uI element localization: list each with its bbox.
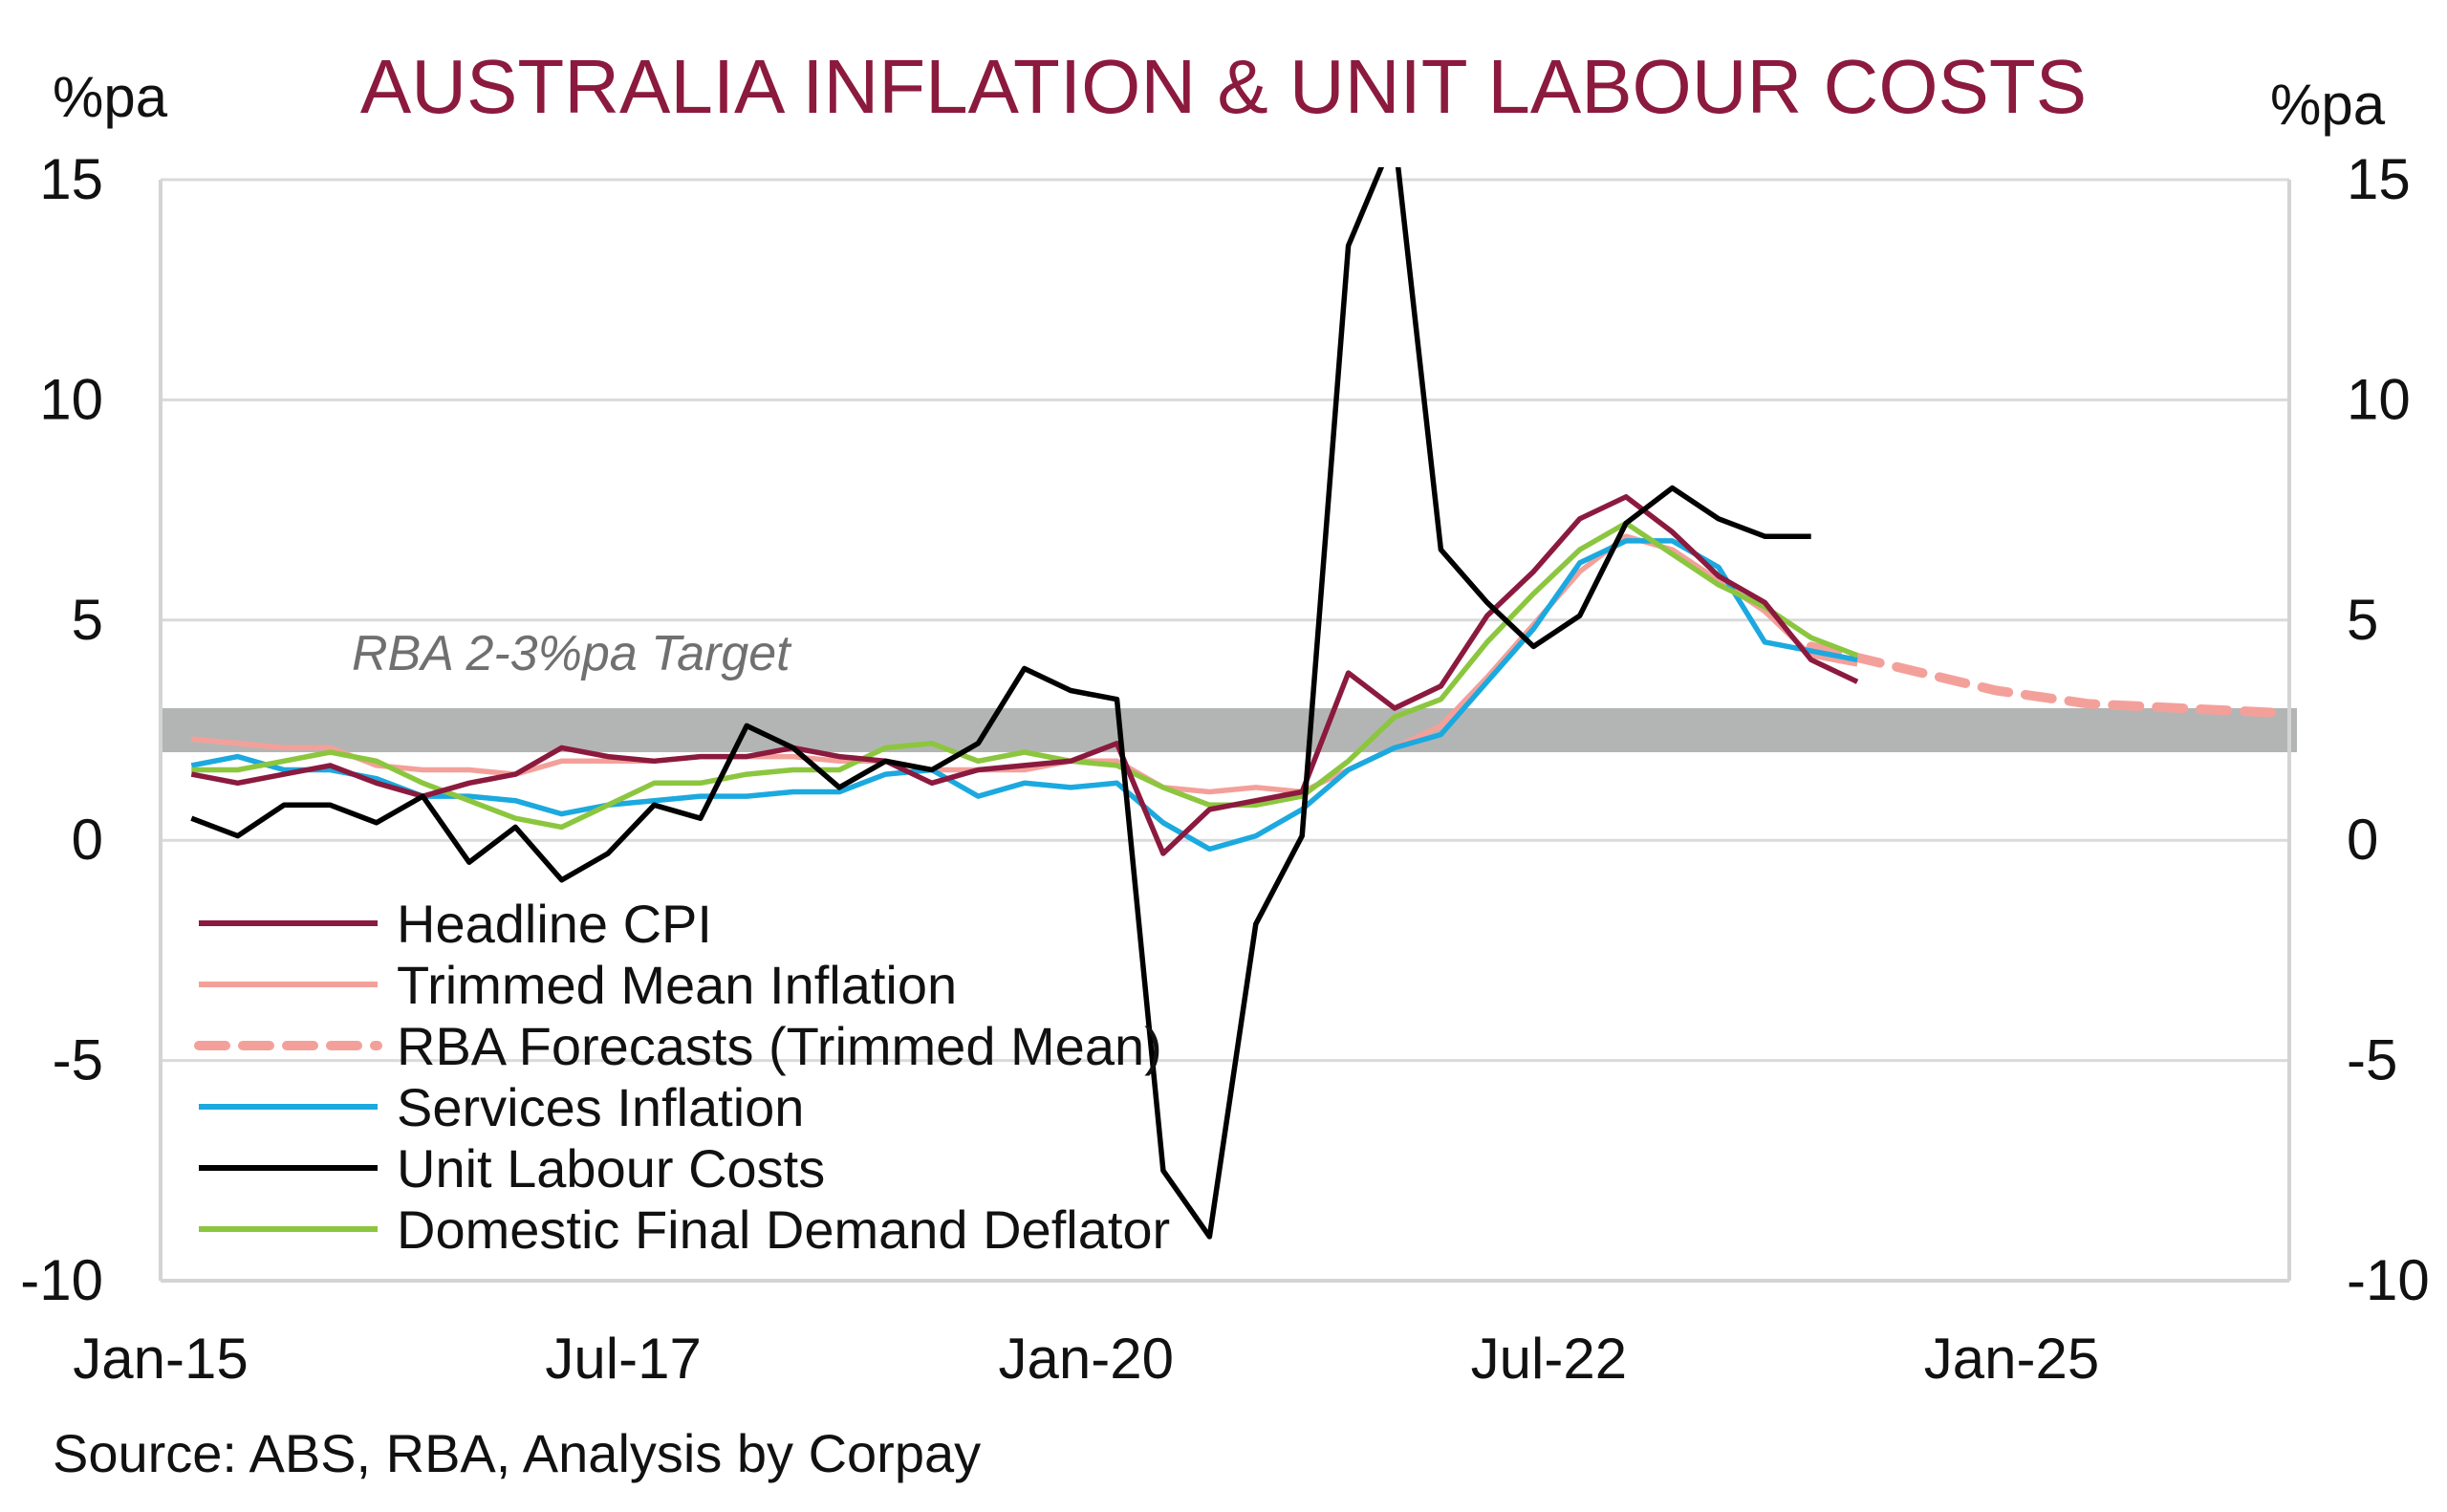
y-tick-label-left: -10 [20, 1248, 103, 1312]
y-tick-label-left: 10 [39, 367, 103, 431]
series-lines [190, 167, 2279, 1240]
y-tick-label-left: 0 [72, 808, 103, 872]
legend-label-trimmed-mean-inflation: Trimmed Mean Inflation [397, 955, 957, 1015]
target-band [161, 707, 2297, 753]
y-tick-label-left: 15 [39, 147, 103, 211]
y-tick-label-right: -5 [2347, 1028, 2397, 1092]
y-axis-label-right: %pa [2270, 73, 2386, 137]
y-tick-label-left: 5 [72, 588, 103, 652]
y-tick-label-left: -5 [53, 1028, 103, 1092]
target-band-label: RBA 2-3%pa Target [352, 626, 792, 681]
legend-label-domestic-final-demand-deflator: Domestic Final Demand Deflator [397, 1199, 1170, 1260]
y-tick-label-right: 0 [2347, 808, 2378, 872]
x-tick-labels: Jan-15 Jul-17 Jan-20 Jul-22 Jan-25 [73, 1327, 2099, 1391]
y-tick-label-right: 10 [2347, 367, 2411, 431]
y-tick-label-right: 5 [2347, 588, 2378, 652]
x-tick-label: Jan-20 [999, 1327, 1174, 1391]
series-line-rba-forecasts-trimmed-mean [1806, 641, 2279, 718]
chart-title: AUSTRALIA INFLATION & UNIT LABOUR COSTS [360, 44, 2087, 129]
series-line-services-inflation [190, 538, 1858, 853]
x-tick-label: Jan-25 [1924, 1327, 2099, 1391]
series-line-unit-labour-costs [190, 167, 1811, 1240]
legend-label-rba-forecasts-trimmed-mean: RBA Forecasts (Trimmed Mean) [397, 1016, 1162, 1076]
y-axis-label-left: %pa [53, 65, 168, 129]
legend-label-services-inflation: Services Inflation [397, 1077, 804, 1137]
y-tick-label-right: 15 [2347, 147, 2411, 211]
target-band-group: RBA 2-3%pa Target [161, 626, 2297, 753]
plot-frame [159, 180, 2291, 1283]
series-line-domestic-final-demand-deflator [191, 520, 1859, 831]
y-tick-labels: 15 10 5 0 -5 -10 15 10 5 0 -5 -10 [20, 147, 2429, 1312]
y-tick-label-right: -10 [2347, 1248, 2430, 1312]
x-tick-label: Jul-22 [1471, 1327, 1627, 1391]
series-line-headline-cpi [190, 494, 1859, 856]
x-tick-label: Jan-15 [73, 1327, 248, 1391]
legend-label-headline-cpi: Headline CPI [397, 894, 712, 954]
legend-label-unit-labour-costs: Unit Labour Costs [397, 1138, 825, 1199]
x-tick-label: Jul-17 [545, 1327, 701, 1391]
source-note: Source: ABS, RBA, Analysis by Corpay [53, 1423, 981, 1483]
series-line-trimmed-mean-inflation [191, 533, 1858, 795]
